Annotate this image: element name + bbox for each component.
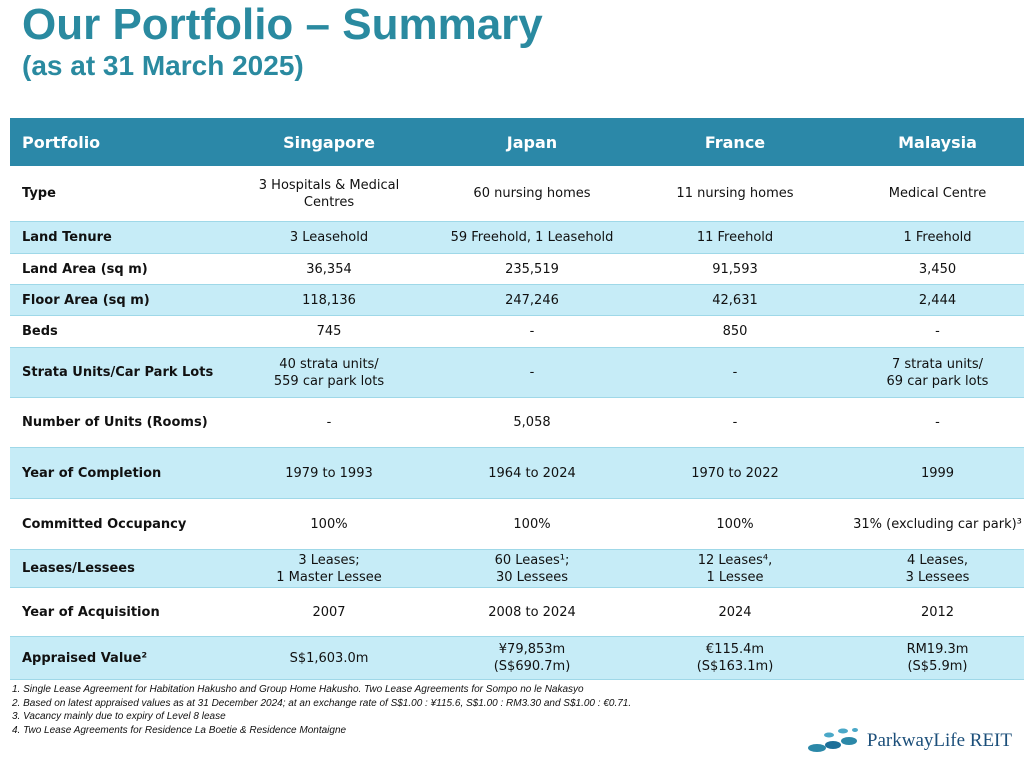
table-row: Committed Occupancy 100% 100% 100% 31% (excl… bbox=[10, 499, 1024, 550]
cell: - bbox=[430, 347, 634, 398]
table-row: Floor Area (sq m) 118,136 247,246 42,631 2,4… bbox=[10, 284, 1024, 316]
cell: 59 Freehold, 1 Leasehold bbox=[430, 221, 634, 254]
cell: 2024 bbox=[718, 604, 752, 620]
logo-text: ParkwayLife REIT bbox=[866, 730, 1012, 751]
cell: Medical Centre bbox=[888, 186, 987, 201]
cell: 100% bbox=[310, 516, 348, 532]
cell: 2,444 bbox=[836, 284, 1024, 316]
table-row: Leases/Lessees 3 Leases; 1 Master Lessee 6… bbox=[10, 549, 1024, 588]
cell: 1 Freehold bbox=[836, 221, 1024, 254]
row-label: Year of Completion bbox=[10, 447, 228, 499]
cell: 2012 bbox=[920, 604, 955, 620]
cell: RM19.3m (S$5.9m) bbox=[836, 636, 1024, 680]
cell: 40 strata units/ 559 car park lots bbox=[228, 347, 430, 398]
cell: - bbox=[935, 324, 940, 339]
footnote: 1. Single Lease Agreement for Habitation… bbox=[12, 684, 584, 695]
cell: - bbox=[732, 415, 738, 430]
header-cell: Singapore bbox=[228, 118, 430, 166]
header-row: Portfolio Singapore Japan France Malaysia bbox=[10, 118, 1024, 166]
cell: 3 Leases; 1 Master Lessee bbox=[228, 549, 430, 588]
cell: 2007 bbox=[312, 604, 346, 620]
cell: 12 Leases⁴, 1 Lessee bbox=[634, 549, 836, 588]
cell: 36,354 bbox=[306, 261, 352, 277]
subtitle: (as at 31 March 2025) bbox=[22, 50, 304, 81]
cell: 1970 to 2022 bbox=[634, 447, 836, 499]
header-cell: Malaysia bbox=[836, 118, 1024, 166]
cell: 247,246 bbox=[430, 284, 634, 316]
row-label: Beds bbox=[22, 324, 58, 339]
cell: 745 bbox=[316, 324, 342, 339]
footnote: 4. Two Lease Agreements for Residence La… bbox=[12, 724, 347, 736]
table-row: Beds 745 - 850 - bbox=[10, 316, 1024, 348]
cell: S$1,603.0m bbox=[228, 636, 430, 680]
cell: 235,519 bbox=[505, 261, 559, 277]
cell: ¥79,853m (S$690.7m) bbox=[430, 636, 634, 680]
cell: 5,058 bbox=[513, 415, 551, 430]
portfolio-table: Portfolio Singapore Japan France Malaysia Typ… bbox=[10, 118, 1024, 680]
cell: 100% bbox=[513, 516, 551, 532]
table-row: Number of Units (Rooms) - 5,058 - - bbox=[10, 398, 1024, 448]
footnotes: 1. Single Lease Agreement for Habitation… bbox=[12, 683, 631, 737]
cell: 1979 to 1993 bbox=[228, 447, 430, 499]
row-label: Appraised Value² bbox=[10, 636, 228, 680]
row-label: Strata Units/Car Park Lots bbox=[10, 347, 228, 398]
cell: 3 Hospitals & Medical Centres bbox=[258, 177, 400, 210]
title: Our Portfolio – Summary bbox=[22, 0, 543, 49]
table-row: Strata Units/Car Park Lots 40 strata unit… bbox=[10, 347, 1024, 398]
footnote: 2. Based on latest appraised values as a… bbox=[12, 697, 632, 709]
cell: 31% (excluding car park)³ bbox=[853, 516, 1022, 532]
cell: 4 Leases, 3 Lessees bbox=[836, 549, 1024, 588]
cell: - bbox=[529, 324, 535, 339]
cell: - bbox=[935, 415, 940, 430]
footnote: 3. Vacancy mainly due to expiry of Level… bbox=[12, 711, 226, 722]
row-label: Land Area (sq m) bbox=[22, 261, 148, 277]
cell: 60 Leases¹; 30 Lessees bbox=[430, 549, 634, 588]
table-row: Type 3 Hospitals & Medical Centres 60 nurs… bbox=[10, 166, 1024, 222]
row-label: Number of Units (Rooms) bbox=[22, 415, 208, 430]
row-label: Year of Acquisition bbox=[22, 604, 160, 620]
cell: - bbox=[326, 415, 332, 430]
table-row: Land Area (sq m) 36,354 235,519 91,593 3,450 bbox=[10, 254, 1024, 285]
header-cell: Japan bbox=[430, 118, 634, 166]
logo-icon bbox=[807, 728, 858, 752]
cell: 2008 to 2024 bbox=[488, 604, 576, 620]
table-row: Year of Acquisition 2007 2008 to 2024 2024 2… bbox=[10, 588, 1024, 637]
cell: 11 nursing homes bbox=[676, 186, 794, 201]
row-label: Floor Area (sq m) bbox=[10, 284, 228, 316]
row-label: Type bbox=[22, 186, 56, 201]
logo: ParkwayLife REIT bbox=[807, 726, 1012, 756]
header-cell: Portfolio bbox=[10, 118, 228, 166]
cell: 100% bbox=[716, 516, 754, 532]
header-cell: France bbox=[634, 118, 836, 166]
row-label: Committed Occupancy bbox=[22, 516, 187, 532]
cell: 7 strata units/ 69 car park lots bbox=[836, 347, 1024, 398]
cell: €115.4m (S$163.1m) bbox=[634, 636, 836, 680]
table-row: Land Tenure 3 Leasehold 59 Freehold, 1 Lea… bbox=[10, 221, 1024, 254]
cell: 91,593 bbox=[712, 261, 758, 277]
table-row: Year of Completion 1979 to 1993 1964 to 20… bbox=[10, 447, 1024, 499]
table-row: Appraised Value² S$1,603.0m ¥79,853m (S$69… bbox=[10, 636, 1024, 680]
cell: 1999 bbox=[836, 447, 1024, 499]
cell: 1964 to 2024 bbox=[430, 447, 634, 499]
cell: - bbox=[634, 347, 836, 398]
cell: 118,136 bbox=[228, 284, 430, 316]
cell: 42,631 bbox=[634, 284, 836, 316]
cell: 3,450 bbox=[918, 261, 957, 277]
row-label: Land Tenure bbox=[10, 221, 228, 254]
cell: 3 Leasehold bbox=[228, 221, 430, 254]
row-label: Leases/Lessees bbox=[10, 549, 228, 588]
cell: 850 bbox=[722, 324, 748, 339]
cell: 60 nursing homes bbox=[473, 186, 591, 201]
cell: 11 Freehold bbox=[634, 221, 836, 254]
